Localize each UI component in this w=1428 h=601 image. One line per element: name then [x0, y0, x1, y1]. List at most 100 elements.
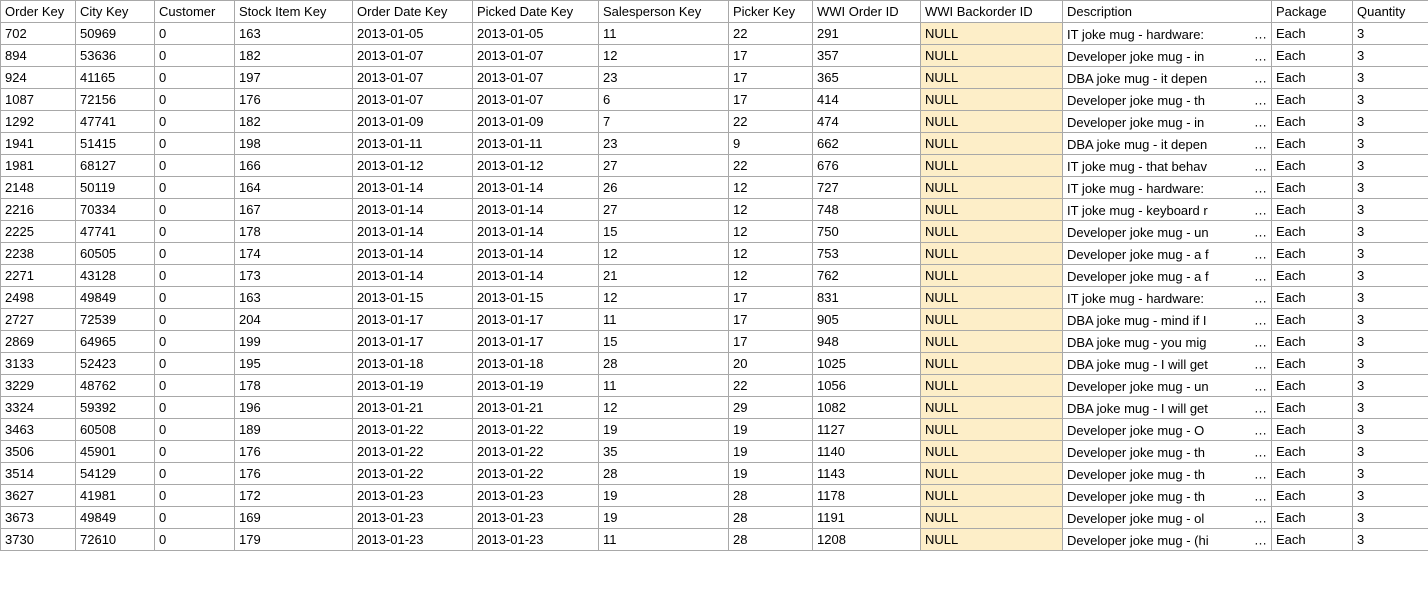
cell-description[interactable]: IT joke mug - hardware: …: [1063, 23, 1272, 45]
cell-order_date_key[interactable]: 2013-01-14: [353, 265, 473, 287]
cell-salesperson_key[interactable]: 15: [599, 221, 729, 243]
table-row[interactable]: 33245939201962013-01-212013-01-211229108…: [1, 397, 1428, 419]
cell-order_date_key[interactable]: 2013-01-14: [353, 243, 473, 265]
table-row[interactable]: 28696496501992013-01-172013-01-171517948…: [1, 331, 1428, 353]
cell-wwi_order_id[interactable]: 1056: [813, 375, 921, 397]
cell-picked_date_key[interactable]: 2013-01-14: [473, 221, 599, 243]
cell-city_key[interactable]: 49849: [76, 507, 155, 529]
cell-order_date_key[interactable]: 2013-01-18: [353, 353, 473, 375]
cell-picked_date_key[interactable]: 2013-01-23: [473, 485, 599, 507]
cell-salesperson_key[interactable]: 12: [599, 45, 729, 67]
cell-package[interactable]: Each: [1272, 199, 1353, 221]
cell-order_key[interactable]: 3730: [1, 529, 76, 551]
cell-order_key[interactable]: 3627: [1, 485, 76, 507]
cell-picker_key[interactable]: 12: [729, 177, 813, 199]
table-row[interactable]: 7025096901632013-01-052013-01-051122291N…: [1, 23, 1428, 45]
cell-city_key[interactable]: 59392: [76, 397, 155, 419]
cell-wwi_backorder_id[interactable]: NULL: [921, 287, 1063, 309]
cell-customer[interactable]: 0: [155, 155, 235, 177]
cell-quantity[interactable]: 3: [1353, 375, 1428, 397]
cell-order_date_key[interactable]: 2013-01-07: [353, 67, 473, 89]
cell-picked_date_key[interactable]: 2013-01-07: [473, 89, 599, 111]
cell-package[interactable]: Each: [1272, 89, 1353, 111]
cell-package[interactable]: Each: [1272, 397, 1353, 419]
cell-package[interactable]: Each: [1272, 309, 1353, 331]
cell-order_date_key[interactable]: 2013-01-23: [353, 485, 473, 507]
cell-order_date_key[interactable]: 2013-01-09: [353, 111, 473, 133]
cell-package[interactable]: Each: [1272, 353, 1353, 375]
cell-wwi_backorder_id[interactable]: NULL: [921, 221, 1063, 243]
cell-picker_key[interactable]: 12: [729, 265, 813, 287]
cell-customer[interactable]: 0: [155, 67, 235, 89]
cell-wwi_order_id[interactable]: 1140: [813, 441, 921, 463]
cell-customer[interactable]: 0: [155, 265, 235, 287]
cell-order_date_key[interactable]: 2013-01-07: [353, 45, 473, 67]
column-header-order_key[interactable]: Order Key: [1, 1, 76, 23]
cell-customer[interactable]: 0: [155, 45, 235, 67]
cell-order_key[interactable]: 2727: [1, 309, 76, 331]
cell-salesperson_key[interactable]: 11: [599, 23, 729, 45]
cell-order_key[interactable]: 2271: [1, 265, 76, 287]
cell-stock_item_key[interactable]: 178: [235, 221, 353, 243]
cell-package[interactable]: Each: [1272, 45, 1353, 67]
cell-quantity[interactable]: 3: [1353, 397, 1428, 419]
cell-wwi_order_id[interactable]: 905: [813, 309, 921, 331]
cell-city_key[interactable]: 70334: [76, 199, 155, 221]
cell-package[interactable]: Each: [1272, 331, 1353, 353]
cell-customer[interactable]: 0: [155, 309, 235, 331]
column-header-wwi_order_id[interactable]: WWI Order ID: [813, 1, 921, 23]
cell-city_key[interactable]: 43128: [76, 265, 155, 287]
cell-wwi_backorder_id[interactable]: NULL: [921, 441, 1063, 463]
cell-order_key[interactable]: 1981: [1, 155, 76, 177]
cell-wwi_order_id[interactable]: 831: [813, 287, 921, 309]
cell-order_date_key[interactable]: 2013-01-23: [353, 529, 473, 551]
cell-order_key[interactable]: 2225: [1, 221, 76, 243]
table-row[interactable]: 9244116501972013-01-072013-01-072317365N…: [1, 67, 1428, 89]
cell-wwi_backorder_id[interactable]: NULL: [921, 353, 1063, 375]
cell-wwi_backorder_id[interactable]: NULL: [921, 397, 1063, 419]
cell-package[interactable]: Each: [1272, 177, 1353, 199]
table-row[interactable]: 22386050501742013-01-142013-01-141212753…: [1, 243, 1428, 265]
cell-stock_item_key[interactable]: 197: [235, 67, 353, 89]
cell-package[interactable]: Each: [1272, 155, 1353, 177]
cell-order_key[interactable]: 1087: [1, 89, 76, 111]
cell-quantity[interactable]: 3: [1353, 287, 1428, 309]
cell-order_date_key[interactable]: 2013-01-11: [353, 133, 473, 155]
cell-order_date_key[interactable]: 2013-01-19: [353, 375, 473, 397]
cell-picker_key[interactable]: 22: [729, 23, 813, 45]
cell-stock_item_key[interactable]: 164: [235, 177, 353, 199]
cell-customer[interactable]: 0: [155, 529, 235, 551]
cell-wwi_order_id[interactable]: 727: [813, 177, 921, 199]
cell-quantity[interactable]: 3: [1353, 463, 1428, 485]
cell-wwi_backorder_id[interactable]: NULL: [921, 331, 1063, 353]
column-header-customer[interactable]: Customer: [155, 1, 235, 23]
cell-quantity[interactable]: 3: [1353, 45, 1428, 67]
cell-order_key[interactable]: 3229: [1, 375, 76, 397]
cell-order_date_key[interactable]: 2013-01-17: [353, 309, 473, 331]
cell-picker_key[interactable]: 17: [729, 309, 813, 331]
cell-picker_key[interactable]: 17: [729, 331, 813, 353]
cell-picker_key[interactable]: 17: [729, 45, 813, 67]
cell-salesperson_key[interactable]: 21: [599, 265, 729, 287]
cell-city_key[interactable]: 50969: [76, 23, 155, 45]
cell-description[interactable]: IT joke mug - hardware: …: [1063, 177, 1272, 199]
cell-order_date_key[interactable]: 2013-01-14: [353, 199, 473, 221]
cell-wwi_order_id[interactable]: 1127: [813, 419, 921, 441]
cell-wwi_backorder_id[interactable]: NULL: [921, 133, 1063, 155]
cell-stock_item_key[interactable]: 174: [235, 243, 353, 265]
cell-order_key[interactable]: 3673: [1, 507, 76, 529]
cell-picker_key[interactable]: 17: [729, 67, 813, 89]
cell-customer[interactable]: 0: [155, 441, 235, 463]
cell-package[interactable]: Each: [1272, 463, 1353, 485]
cell-order_date_key[interactable]: 2013-01-05: [353, 23, 473, 45]
cell-wwi_order_id[interactable]: 1178: [813, 485, 921, 507]
cell-salesperson_key[interactable]: 35: [599, 441, 729, 463]
cell-picked_date_key[interactable]: 2013-01-22: [473, 463, 599, 485]
cell-customer[interactable]: 0: [155, 375, 235, 397]
cell-package[interactable]: Each: [1272, 529, 1353, 551]
cell-package[interactable]: Each: [1272, 441, 1353, 463]
column-header-salesperson_key[interactable]: Salesperson Key: [599, 1, 729, 23]
cell-picked_date_key[interactable]: 2013-01-15: [473, 287, 599, 309]
cell-customer[interactable]: 0: [155, 23, 235, 45]
cell-quantity[interactable]: 3: [1353, 441, 1428, 463]
